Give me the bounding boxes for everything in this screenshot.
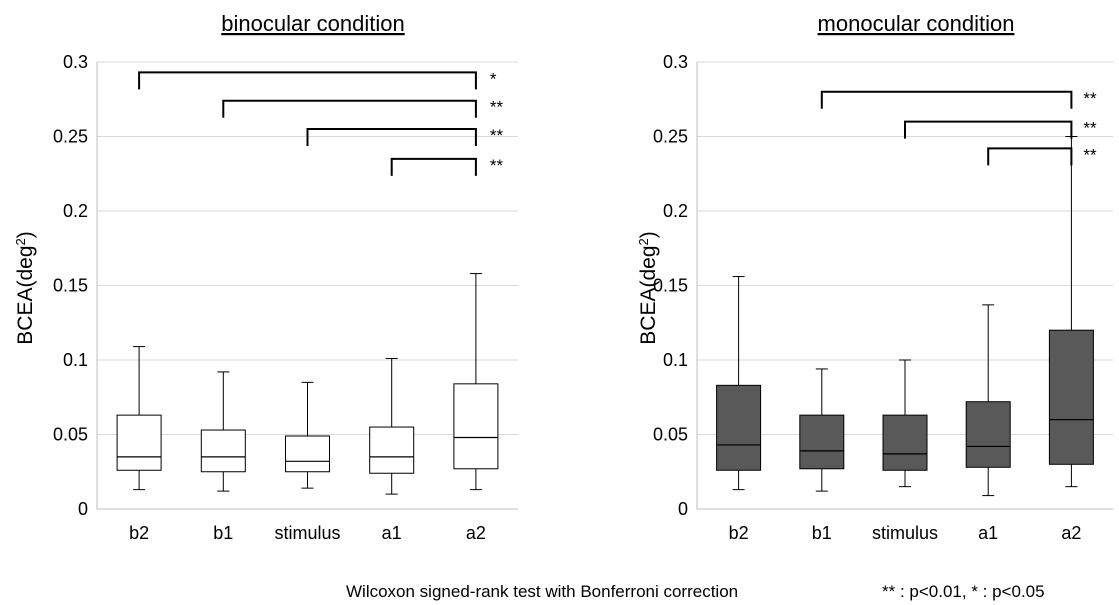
binocular-category-label: b1 [213, 523, 233, 543]
monocular-box-a1 [965, 304, 1011, 497]
binocular-iqr-box [285, 435, 330, 473]
monocular-y-tick-label: 0.15 [653, 276, 688, 296]
binocular-significance-bracket [390, 157, 477, 176]
monocular-significance-bracket [904, 120, 1073, 139]
monocular-significance-bracket [987, 147, 1073, 166]
binocular-y-tick-label: 0 [78, 499, 88, 519]
binocular-y-tick-label: 0.15 [53, 276, 88, 296]
footnote-legend: ** : p<0.01, * : p<0.05 [882, 582, 1045, 601]
monocular-panel: monocular condition BCEA(deg2) ** ** ** 0 0… [636, 11, 1113, 543]
monocular-significance-label: ** [1083, 89, 1097, 108]
monocular-y-axis-label: BCEA(deg2) [636, 231, 661, 344]
binocular-title: binocular condition [221, 11, 404, 36]
monocular-y-tick-label: 0 [678, 499, 688, 519]
binocular-significance-bracket [306, 128, 477, 147]
monocular-iqr-box [965, 401, 1011, 468]
monocular-significance-bracket [820, 90, 1073, 109]
monocular-category-label: b1 [812, 523, 832, 543]
monocular-significance-label: ** [1083, 145, 1097, 164]
binocular-box-a1 [369, 358, 415, 495]
monocular-box-stimulus [882, 359, 928, 488]
binocular-y-tick-label: 0.05 [53, 425, 88, 445]
footnote-test: Wilcoxon signed-rank test with Bonferron… [346, 582, 738, 601]
binocular-significance-bracket [222, 99, 477, 118]
binocular-significance-label: ** [490, 156, 504, 175]
binocular-y-tick-label: 0.25 [53, 127, 88, 147]
binocular-significance-label: ** [490, 98, 504, 117]
monocular-y-tick-label: 0.2 [663, 201, 688, 221]
binocular-significance-label: * [490, 69, 497, 88]
monocular-iqr-box [882, 414, 928, 471]
monocular-significance-label: ** [1083, 119, 1097, 138]
monocular-y-tick-label: 0.05 [653, 425, 688, 445]
binocular-y-axis-label: BCEA(deg2) [13, 231, 38, 344]
monocular-iqr-box [799, 414, 845, 470]
binocular-category-label: a1 [382, 523, 402, 543]
monocular-category-label: stimulus [872, 523, 938, 543]
binocular-significance-bracket [138, 71, 477, 90]
monocular-iqr-box [1048, 329, 1094, 465]
binocular-panel: binocular condition BCEA(deg2) ******* 0… [13, 11, 518, 543]
binocular-iqr-box [369, 426, 415, 474]
binocular-iqr-box [116, 414, 162, 471]
binocular-y-tick-label: 0.1 [63, 350, 88, 370]
monocular-category-label: b2 [729, 523, 749, 543]
binocular-box-stimulus [285, 381, 330, 489]
binocular-iqr-box [200, 429, 246, 473]
binocular-box-b1 [200, 371, 246, 492]
binocular-category-label: stimulus [274, 523, 340, 543]
monocular-category-label: a2 [1061, 523, 1081, 543]
binocular-box-b2 [116, 346, 162, 491]
monocular-box-a2 [1048, 136, 1094, 488]
binocular-box-a2 [453, 273, 499, 491]
binocular-category-label: a2 [466, 523, 486, 543]
binocular-significance-label: ** [490, 126, 504, 145]
binocular-y-tick-label: 0.2 [63, 201, 88, 221]
binocular-category-label: b2 [129, 523, 149, 543]
monocular-y-tick-label: 0.1 [663, 350, 688, 370]
binocular-y-tick-label: 0.3 [63, 52, 88, 72]
monocular-box-b1 [799, 368, 845, 492]
binocular-iqr-box [453, 383, 499, 470]
monocular-title: monocular condition [818, 11, 1015, 36]
monocular-box-b2 [716, 276, 762, 491]
monocular-y-tick-label: 0.3 [663, 52, 688, 72]
monocular-y-tick-label: 0.25 [653, 127, 688, 147]
monocular-category-label: a1 [978, 523, 998, 543]
monocular-iqr-box [716, 384, 762, 471]
